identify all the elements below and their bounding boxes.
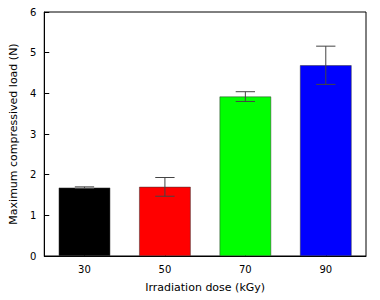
svg-text:5: 5 xyxy=(30,47,36,58)
svg-text:90: 90 xyxy=(319,264,332,275)
svg-text:70: 70 xyxy=(239,264,252,275)
svg-text:2: 2 xyxy=(30,169,36,180)
svg-text:3: 3 xyxy=(30,129,36,140)
svg-text:4: 4 xyxy=(30,88,36,99)
svg-text:30: 30 xyxy=(78,264,91,275)
svg-text:50: 50 xyxy=(159,264,172,275)
svg-text:1: 1 xyxy=(30,210,36,221)
svg-text:6: 6 xyxy=(30,7,36,18)
svg-text:Irradiation dose (kGy): Irradiation dose (kGy) xyxy=(145,281,265,294)
svg-text:Maximum compressived load (N): Maximum compressived load (N) xyxy=(7,43,20,224)
svg-text:0: 0 xyxy=(30,251,36,262)
